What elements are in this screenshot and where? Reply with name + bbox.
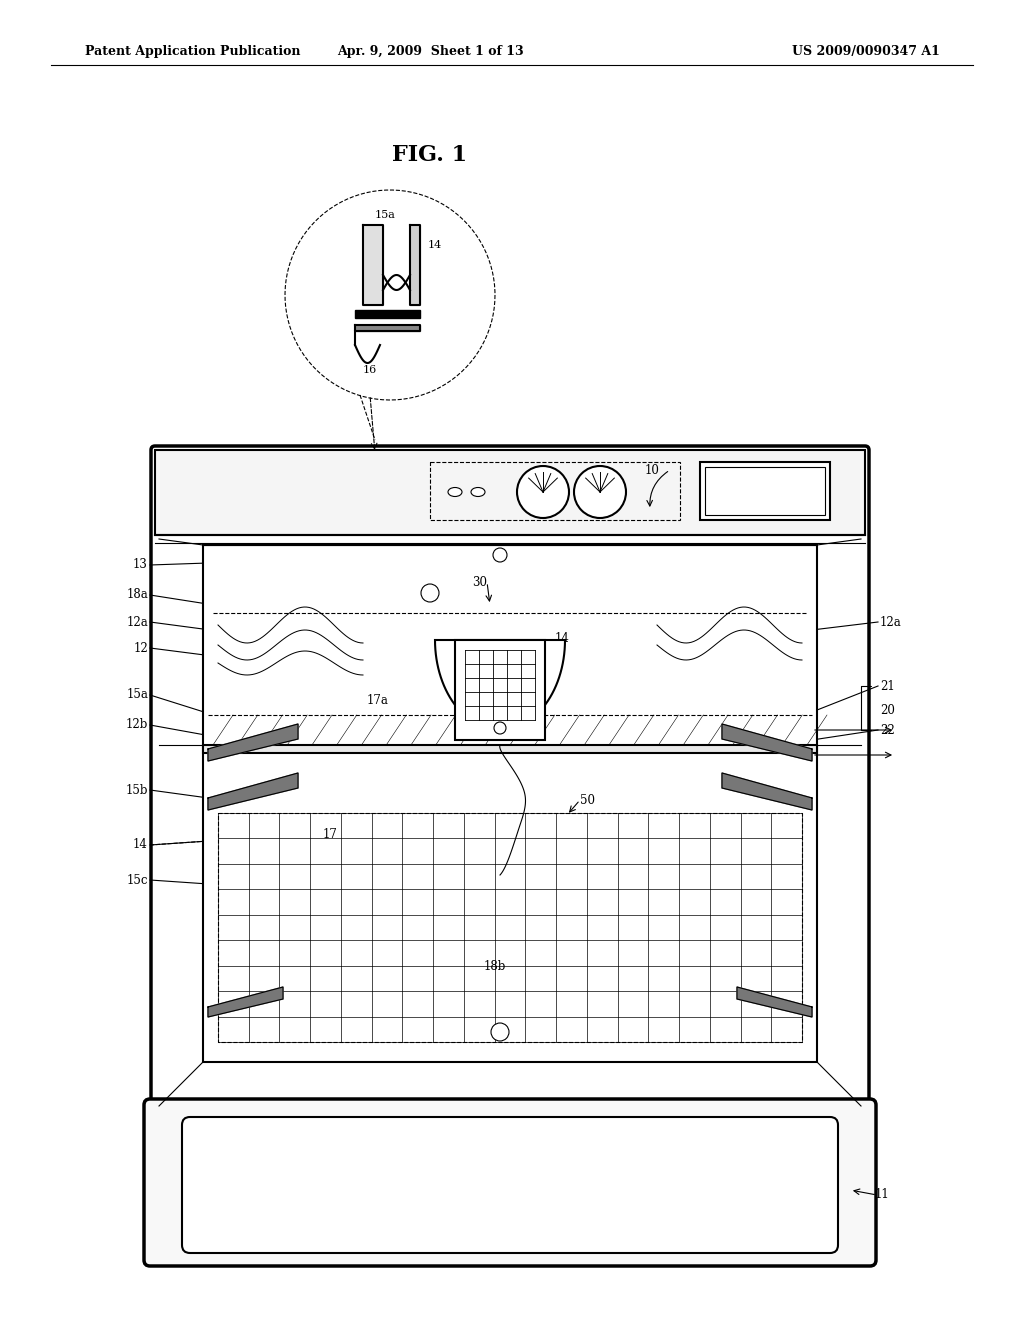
Text: 17: 17 <box>323 829 338 842</box>
Text: 18a: 18a <box>126 589 148 602</box>
Text: FIG. 1: FIG. 1 <box>392 144 468 166</box>
Ellipse shape <box>471 487 485 496</box>
Circle shape <box>421 583 439 602</box>
Text: 30: 30 <box>472 576 487 589</box>
Circle shape <box>493 548 507 562</box>
Polygon shape <box>208 987 283 1016</box>
Polygon shape <box>208 723 298 762</box>
Ellipse shape <box>449 487 462 496</box>
Polygon shape <box>208 774 298 810</box>
Text: 14: 14 <box>133 838 148 851</box>
Text: 11: 11 <box>874 1188 890 1201</box>
Circle shape <box>517 466 569 517</box>
Bar <box>700 462 830 520</box>
Text: 15a: 15a <box>375 210 395 220</box>
Polygon shape <box>362 224 383 305</box>
Text: 15c: 15c <box>127 874 148 887</box>
Text: 14: 14 <box>555 631 570 644</box>
Text: 12: 12 <box>133 642 148 655</box>
Text: 21: 21 <box>880 680 895 693</box>
Text: 17a: 17a <box>367 693 389 706</box>
Text: 14: 14 <box>428 240 442 249</box>
Text: 50: 50 <box>580 793 595 807</box>
Text: Apr. 9, 2009  Sheet 1 of 13: Apr. 9, 2009 Sheet 1 of 13 <box>337 45 523 58</box>
FancyBboxPatch shape <box>144 1100 876 1266</box>
Text: 12a: 12a <box>126 615 148 628</box>
Text: 18b: 18b <box>483 960 506 973</box>
Polygon shape <box>722 774 812 810</box>
Polygon shape <box>737 987 812 1016</box>
Text: 12a: 12a <box>880 615 902 628</box>
Bar <box>203 744 817 752</box>
Polygon shape <box>410 224 420 305</box>
Bar <box>218 813 802 1041</box>
Text: 22: 22 <box>880 723 895 737</box>
Bar <box>203 545 817 1063</box>
Circle shape <box>574 466 626 517</box>
FancyBboxPatch shape <box>151 446 869 1114</box>
Text: 13: 13 <box>133 558 148 572</box>
Polygon shape <box>355 325 420 331</box>
Polygon shape <box>435 640 565 730</box>
Text: 15a: 15a <box>126 689 148 701</box>
Text: 20: 20 <box>880 704 895 717</box>
Text: US 2009/0090347 A1: US 2009/0090347 A1 <box>793 45 940 58</box>
Polygon shape <box>455 640 545 741</box>
Text: 15b: 15b <box>126 784 148 796</box>
Circle shape <box>490 1023 509 1041</box>
Bar <box>705 467 825 515</box>
Text: 16: 16 <box>362 366 377 375</box>
Polygon shape <box>355 310 420 318</box>
Bar <box>155 450 865 535</box>
Polygon shape <box>722 723 812 762</box>
Text: Patent Application Publication: Patent Application Publication <box>85 45 300 58</box>
FancyBboxPatch shape <box>182 1117 838 1253</box>
Text: 10: 10 <box>645 463 659 477</box>
Circle shape <box>494 722 506 734</box>
Text: 12b: 12b <box>126 718 148 731</box>
Bar <box>430 462 680 520</box>
